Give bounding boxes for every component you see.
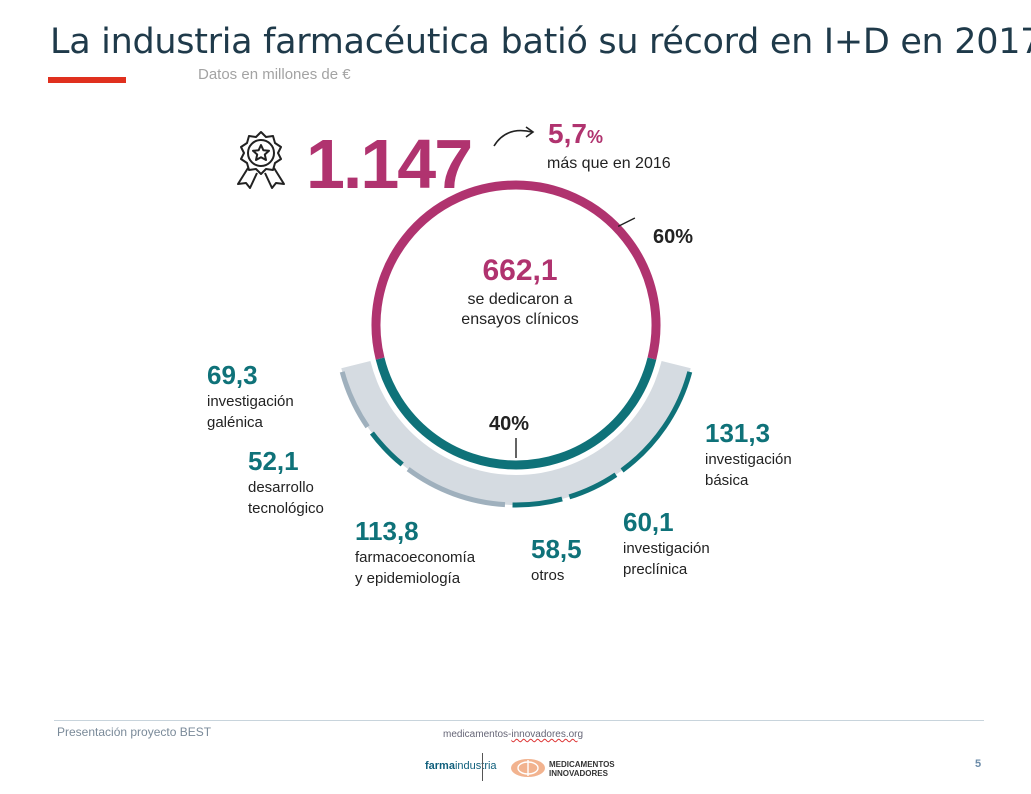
- breakdown-segment-1: [369, 431, 404, 467]
- segment-label-galenica: 69,3 investigación galénica: [207, 360, 294, 433]
- segment-label-basica: 131,3 investigación básica: [705, 418, 792, 491]
- segment-label-line1: investigación: [705, 451, 792, 468]
- page-title: La industria farmacéutica batió su récor…: [50, 22, 1031, 62]
- breakdown-segment-4: [568, 472, 618, 500]
- segment-label-farmacoeconomia: 113,8 farmacoeconomía y epidemiología: [355, 516, 475, 589]
- page-number: 5: [975, 758, 982, 770]
- segment-label-line2: tecnológico: [248, 500, 324, 517]
- segment-label-otros: 58,5 otros: [531, 534, 582, 586]
- award-ribbon-icon: [237, 131, 285, 189]
- medicamentos-innovadores-logo-text: MEDICAMENTOS INNOVADORES: [549, 760, 615, 778]
- breakdown-band: [341, 361, 691, 506]
- logo-med-line1: MEDICAMENTOS: [549, 760, 615, 769]
- segment-value: 58,5: [531, 534, 582, 564]
- center-label-line2: ensayos clínicos: [461, 311, 579, 328]
- center-label-line1: se dedicaron a: [467, 291, 573, 308]
- growth-unit: %: [586, 127, 603, 147]
- farmaindustria-logo: farmaindustria: [425, 760, 497, 772]
- breakdown-segment-0: [339, 371, 370, 429]
- segment-value: 69,3: [207, 360, 258, 390]
- segment-value: 131,3: [705, 418, 771, 448]
- segment-label-line1: desarrollo: [248, 479, 314, 496]
- footer-divider: [54, 720, 984, 721]
- logo-separator: [482, 753, 483, 781]
- center-value: 662,1: [482, 254, 558, 287]
- segment-label-line2: y epidemiología: [355, 570, 461, 587]
- segment-value: 52,1: [248, 446, 299, 476]
- center-label: se dedicaron a ensayos clínicos: [420, 290, 620, 330]
- growth-value: 5,7: [548, 118, 587, 149]
- growth-percent: 5,7%: [548, 118, 603, 150]
- chart-subtitle: Datos en millones de €: [198, 66, 351, 83]
- segment-label-line2: galénica: [207, 414, 263, 431]
- footer-presentation-label: Presentación proyecto BEST: [57, 725, 212, 739]
- segment-label-line1: farmacoeconomía: [355, 549, 476, 566]
- total-investment-value: 1.147: [306, 125, 473, 203]
- secondary-percent-label: 40%: [489, 413, 530, 435]
- segment-label-line1: investigación: [207, 393, 294, 410]
- breakdown-segment-5: [620, 371, 693, 473]
- main-arc-resto: [375, 357, 657, 470]
- logo-farma-rest: industria: [454, 760, 497, 772]
- percent-leader-top: [617, 217, 636, 227]
- segment-label-desarrollo: 52,1 desarrollo tecnológico: [248, 446, 324, 519]
- title-accent-bar: [48, 77, 126, 83]
- footer-url-prefix: medicamentos-: [443, 729, 512, 740]
- main-percent-label: 60%: [653, 226, 694, 248]
- growth-label: más que en 2016: [547, 155, 671, 172]
- curved-arrow-icon: [493, 126, 535, 147]
- segment-value: 60,1: [623, 507, 674, 537]
- segment-label-preclinica: 60,1 investigación preclínica: [623, 507, 710, 580]
- segment-label-line2: preclínica: [623, 561, 688, 578]
- medicamentos-logo-icon: [511, 759, 545, 777]
- logo-farma-bold: farma: [425, 760, 455, 772]
- segment-label-line2: básica: [705, 472, 749, 489]
- breakdown-segment-3: [512, 496, 563, 508]
- segment-label-line1: otros: [531, 567, 565, 584]
- footer-url-domain: innovadores.org: [511, 729, 584, 740]
- segment-label-line1: investigación: [623, 540, 710, 557]
- main-arc-ensayos: [371, 180, 661, 360]
- footer-url[interactable]: medicamentos-innovadores.org: [443, 729, 583, 740]
- logo-med-line2: INNOVADORES: [549, 769, 608, 778]
- breakdown-segment-2: [406, 467, 506, 508]
- segment-value: 113,8: [355, 516, 419, 546]
